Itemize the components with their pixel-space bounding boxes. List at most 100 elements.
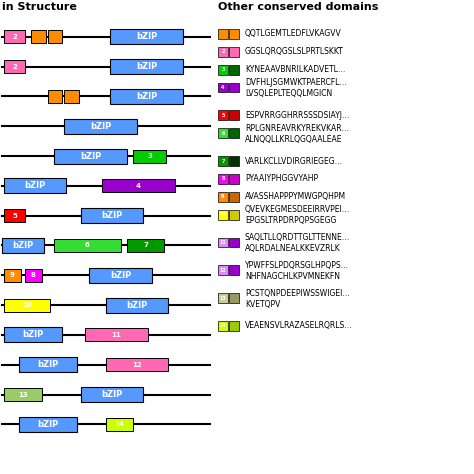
Bar xyxy=(64,119,137,134)
Bar xyxy=(218,64,228,74)
Text: 3: 3 xyxy=(147,153,152,159)
Bar xyxy=(229,82,239,92)
Bar xyxy=(229,265,239,275)
Bar xyxy=(218,321,228,331)
Bar xyxy=(106,298,168,312)
Text: 14: 14 xyxy=(115,421,125,428)
Text: bZIP: bZIP xyxy=(37,360,58,369)
Text: 4: 4 xyxy=(221,85,225,90)
Text: bZIP: bZIP xyxy=(37,420,58,429)
Text: bZIP: bZIP xyxy=(12,241,34,250)
Bar xyxy=(229,192,239,202)
Text: 10: 10 xyxy=(219,212,227,217)
Bar xyxy=(127,239,164,252)
Bar xyxy=(4,30,25,43)
Text: VEAENSVLRAZASELRQRLS…: VEAENSVLRAZASELRQRLS… xyxy=(245,321,353,330)
Bar xyxy=(4,388,42,401)
Text: 12: 12 xyxy=(132,362,142,368)
Bar xyxy=(229,47,239,57)
Bar xyxy=(81,387,144,402)
Text: bZIP: bZIP xyxy=(101,390,123,399)
Bar xyxy=(4,209,25,222)
Text: 11: 11 xyxy=(219,240,227,245)
Text: bZIP: bZIP xyxy=(136,32,157,41)
Text: EPGSLTRPDRPQPSGEGG: EPGSLTRPDRPQPSGEGG xyxy=(245,216,337,225)
Text: RPLGNREAVRKYREKVKAR…: RPLGNREAVRKYREKVKAR… xyxy=(245,124,349,133)
Text: 13: 13 xyxy=(219,296,227,301)
Bar xyxy=(110,59,183,74)
Text: 8: 8 xyxy=(221,176,225,182)
Text: bZIP: bZIP xyxy=(90,122,111,131)
Bar xyxy=(218,174,228,184)
Bar xyxy=(4,60,25,73)
Bar xyxy=(218,237,228,247)
Text: bZIP: bZIP xyxy=(25,182,46,191)
Bar xyxy=(2,238,44,253)
Text: 4: 4 xyxy=(136,183,141,189)
Text: 6: 6 xyxy=(221,131,225,136)
Text: SAQLTLLQRDTTGLTTENNE…: SAQLTLLQRDTTGLTTENNE… xyxy=(245,233,350,242)
Bar xyxy=(4,178,66,193)
Text: 9: 9 xyxy=(221,194,225,199)
Bar xyxy=(229,128,239,138)
Bar xyxy=(4,269,21,282)
Bar xyxy=(106,358,168,371)
Bar xyxy=(54,149,127,164)
Bar xyxy=(90,268,152,283)
Bar xyxy=(218,192,228,202)
Bar xyxy=(229,64,239,74)
Bar xyxy=(229,29,239,39)
Text: 7: 7 xyxy=(143,243,148,248)
Text: in Structure: in Structure xyxy=(2,2,77,12)
Bar xyxy=(218,47,228,57)
Bar xyxy=(218,82,228,92)
Text: ALNQQLLKRLQGQAALEAE: ALNQQLLKRLQGQAALEAE xyxy=(245,135,343,144)
Bar xyxy=(110,29,183,44)
Bar xyxy=(218,29,228,39)
Text: bZIP: bZIP xyxy=(80,152,101,161)
Bar xyxy=(133,150,166,163)
Bar xyxy=(229,293,239,303)
Text: 5: 5 xyxy=(12,213,17,219)
Bar xyxy=(81,208,144,223)
Text: YPWFFSLPDQRSGLHPQPS…: YPWFFSLPDQRSGLHPQPS… xyxy=(245,261,349,270)
Text: ESPVRRGGHRRSSSDSIAYJ…: ESPVRRGGHRRSSSDSIAYJ… xyxy=(245,111,349,120)
Text: bZIP: bZIP xyxy=(23,330,44,339)
Bar xyxy=(85,328,147,341)
Text: 12: 12 xyxy=(219,268,227,273)
Text: GGSLQRQGSLSLPRTLSKKT: GGSLQRQGSLSLPRTLSKKT xyxy=(245,47,344,56)
Text: KYNEAAVBNRILKADVETL…: KYNEAAVBNRILKADVETL… xyxy=(245,65,346,74)
Text: 2: 2 xyxy=(221,49,225,54)
Text: 9: 9 xyxy=(10,272,15,278)
Text: 7: 7 xyxy=(221,158,225,164)
Text: 11: 11 xyxy=(111,332,121,338)
Bar xyxy=(48,90,62,103)
Text: bZIP: bZIP xyxy=(127,301,148,310)
Bar xyxy=(218,265,228,275)
Bar xyxy=(229,321,239,331)
Bar xyxy=(31,30,46,43)
Bar xyxy=(229,174,239,184)
Bar xyxy=(218,128,228,138)
Bar xyxy=(218,110,228,120)
Text: Other conserved domains: Other conserved domains xyxy=(218,2,378,12)
Bar xyxy=(4,299,50,311)
Text: 6: 6 xyxy=(85,243,90,248)
Text: QQTLGEMTLEDFLVKAGVV: QQTLGEMTLEDFLVKAGVV xyxy=(245,29,342,38)
Text: 13: 13 xyxy=(18,392,27,398)
Bar xyxy=(48,30,62,43)
Bar xyxy=(218,293,228,303)
Bar xyxy=(229,156,239,166)
Text: 2: 2 xyxy=(12,64,17,70)
Text: 8: 8 xyxy=(31,272,36,278)
Bar xyxy=(25,269,42,282)
Text: QVEVKEGMESDEEIRRVPEI…: QVEVKEGMESDEEIRRVPEI… xyxy=(245,205,350,214)
Bar xyxy=(229,237,239,247)
Bar xyxy=(106,418,133,431)
Text: 2: 2 xyxy=(12,34,17,40)
Text: DVFHLJSGMWKTPAERCFL…: DVFHLJSGMWKTPAERCFL… xyxy=(245,78,347,87)
Text: KVETQPV: KVETQPV xyxy=(245,300,281,309)
Bar xyxy=(110,89,183,104)
Text: 5: 5 xyxy=(221,113,225,118)
Text: AVASSHAPPPYMWGPQHPM: AVASSHAPPPYMWGPQHPM xyxy=(245,192,346,201)
